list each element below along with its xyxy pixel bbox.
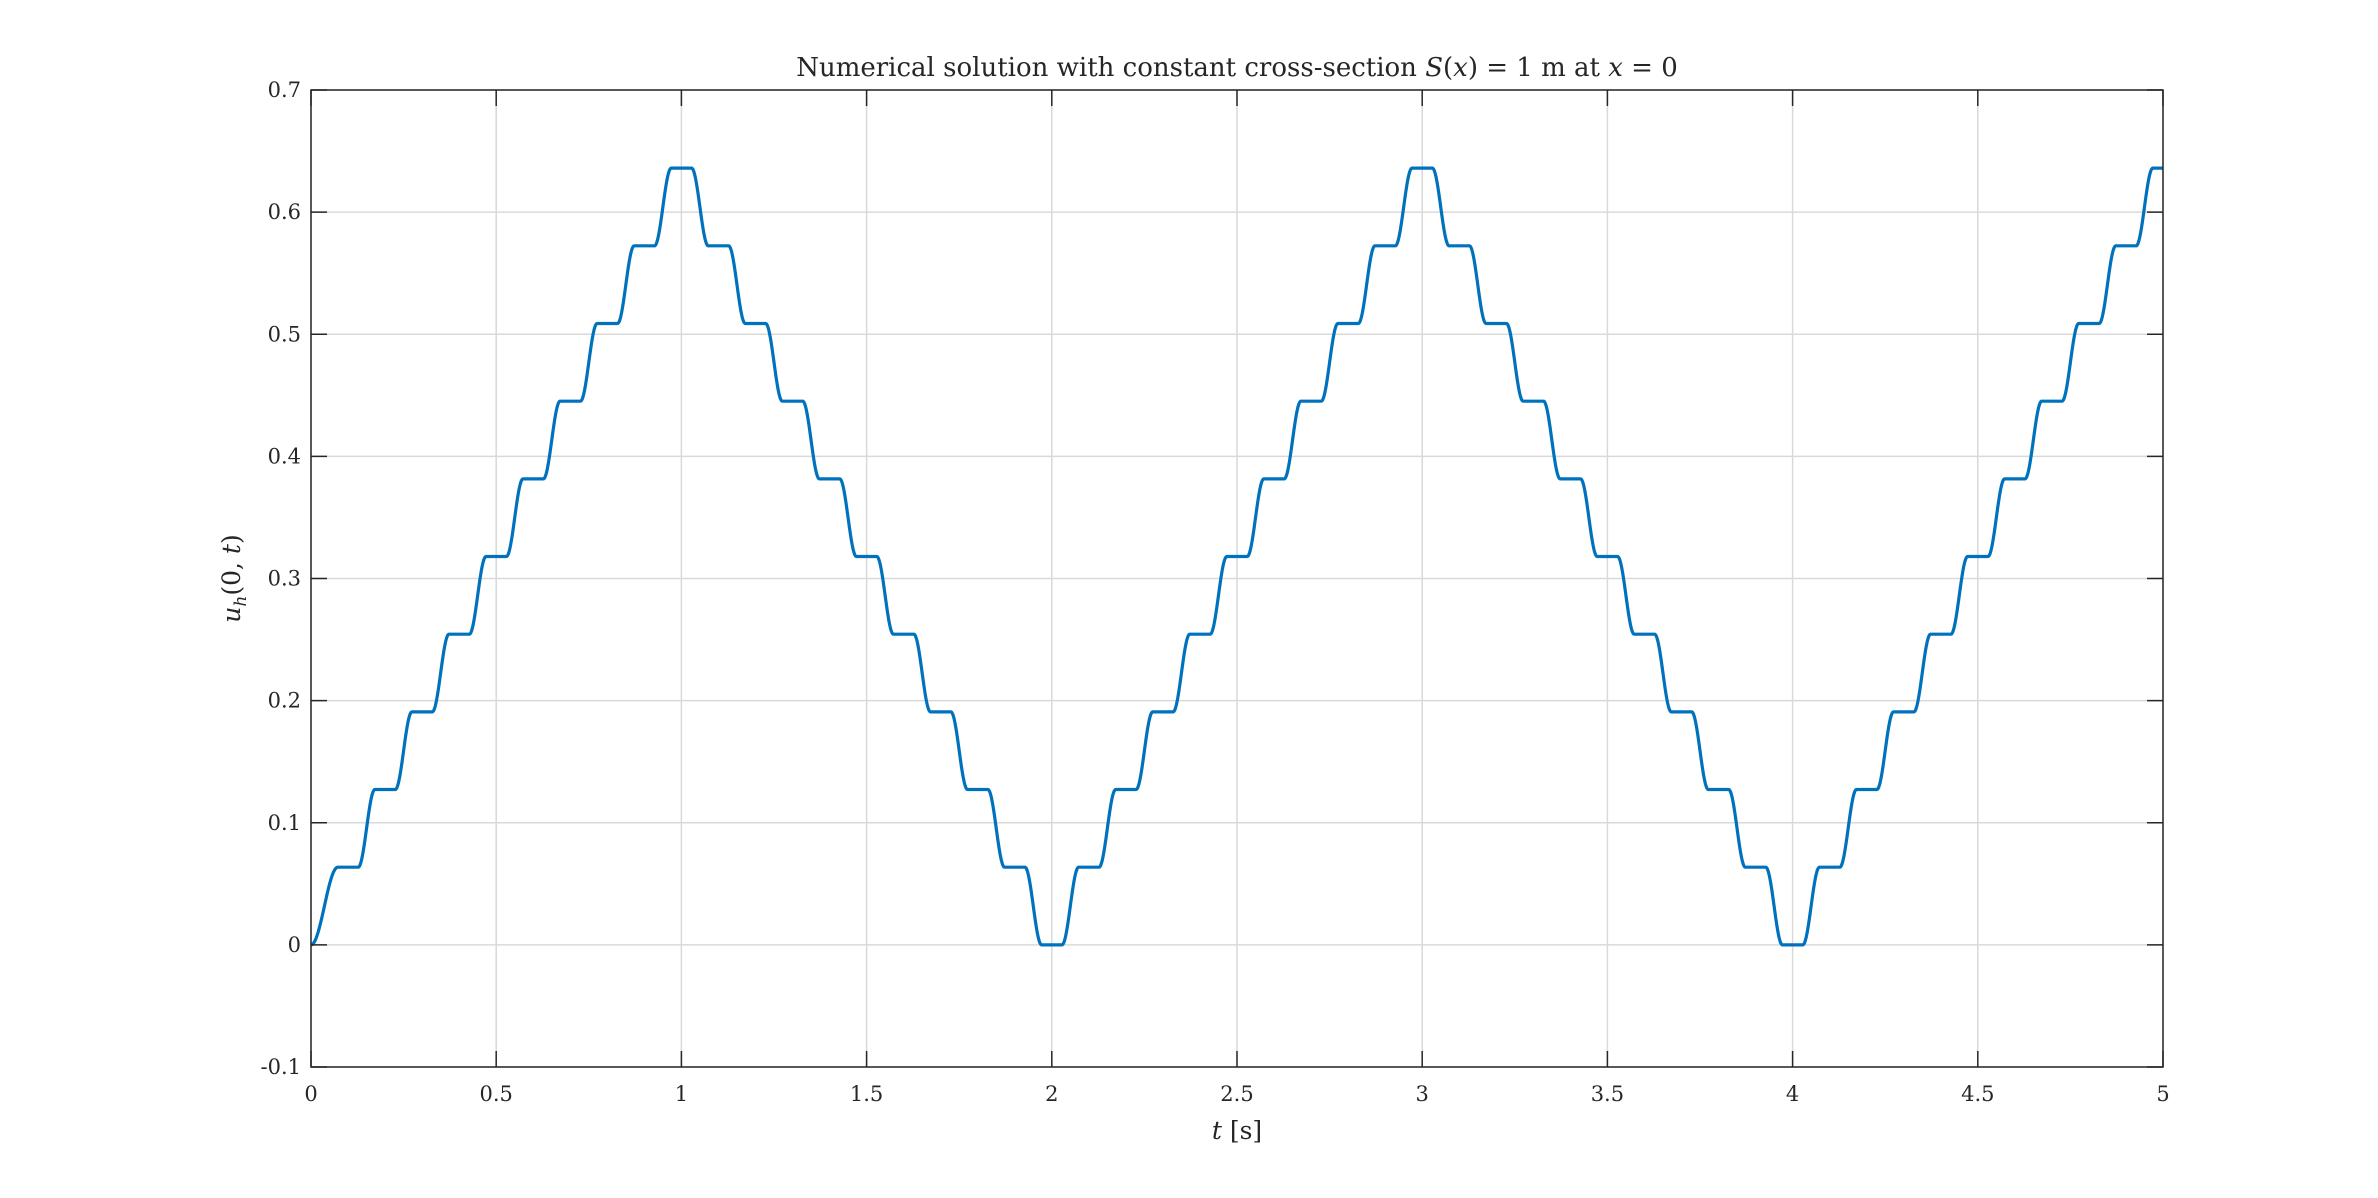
- series-layer: [309, 166, 2165, 947]
- title-paren-open: (: [1443, 53, 1453, 83]
- chart-title: Numerical solution with constant cross-s…: [796, 53, 1678, 83]
- x-tick-labels: 0 0.5 1 1.5 2 2.5 3 3.5 4 4.5 5: [304, 1082, 2169, 1106]
- y-axis-label: uh(0, t): [217, 534, 251, 622]
- y-axis-args-close: ): [217, 534, 246, 544]
- series-line: [309, 166, 2165, 947]
- y-axis-subscript: h: [231, 596, 251, 607]
- y-tick-marks: [311, 89, 2163, 1068]
- y-tick-label: 0.3: [268, 567, 301, 591]
- title-math-x1: x: [1453, 53, 1468, 83]
- x-tick-label: 5: [2156, 1082, 2169, 1106]
- x-tick-label: 4.5: [1961, 1082, 1994, 1106]
- title-math-S: S: [1425, 53, 1443, 83]
- x-tick-label: 2: [1045, 1082, 1058, 1106]
- y-tick-label: 0.5: [268, 322, 301, 346]
- y-tick-label: 0.2: [268, 689, 301, 713]
- y-tick-label: 0.7: [268, 78, 301, 102]
- y-tick-label: 0: [288, 933, 301, 957]
- x-tick-label: 3.5: [1591, 1082, 1624, 1106]
- x-tick-label: 2.5: [1220, 1082, 1253, 1106]
- x-axis-unit: [s]: [1222, 1116, 1262, 1145]
- title-unit: m at: [1533, 53, 1608, 83]
- y-tick-label: 0.4: [268, 444, 301, 468]
- y-axis-args-open: (0,: [217, 554, 246, 596]
- title-equals-1: ) = 1: [1468, 53, 1533, 83]
- x-tick-label: 0.5: [479, 1082, 512, 1106]
- y-tick-label: 0.1: [268, 811, 301, 835]
- y-axis-base: u: [217, 607, 246, 623]
- x-tick-marks: [310, 90, 2164, 1067]
- x-tick-label: 4: [1786, 1082, 1799, 1106]
- y-tick-label: 0.6: [268, 200, 301, 224]
- y-axis-arg-t: t: [217, 543, 246, 554]
- x-tick-label: 1: [675, 1082, 688, 1106]
- y-tick-label: -0.1: [261, 1055, 302, 1079]
- x-tick-label: 1.5: [850, 1082, 883, 1106]
- x-tick-label: 3: [1416, 1082, 1429, 1106]
- x-axis-symbol: t: [1212, 1116, 1223, 1145]
- x-tick-label: 0: [304, 1082, 317, 1106]
- x-axis-label: t [s]: [1212, 1116, 1262, 1145]
- y-tick-labels: -0.1 0 0.1 0.2 0.3 0.4 0.5 0.6 0.7: [261, 78, 302, 1079]
- title-prefix: Numerical solution with constant cross-s…: [796, 53, 1425, 83]
- title-math-x2: x: [1608, 53, 1623, 83]
- title-equals-0: = 0: [1623, 53, 1678, 83]
